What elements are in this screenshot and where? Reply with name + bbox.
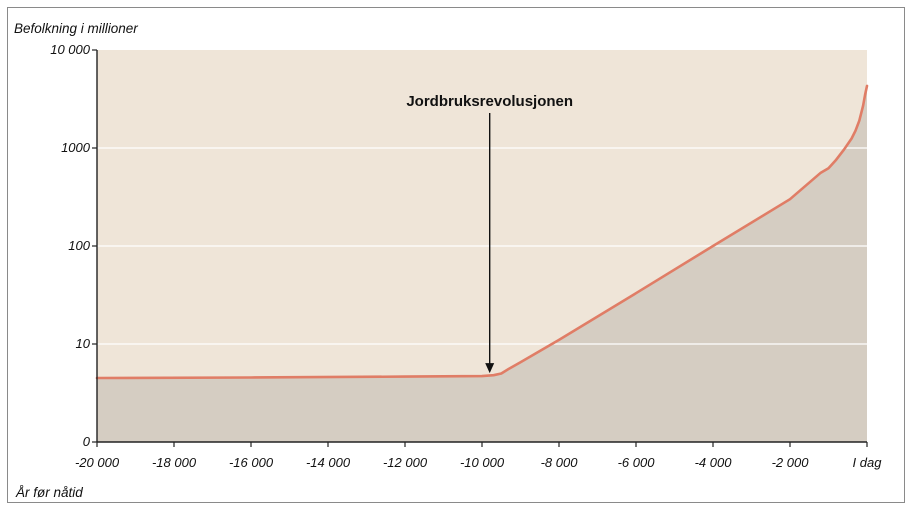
x-tick-label: -14 000 — [306, 455, 351, 470]
x-tick-label: -4 000 — [695, 455, 733, 470]
x-tick-label: -12 000 — [383, 455, 428, 470]
x-axis-ticks: -20 000 -18 000 -16 000 -14 000 -12 000 -10 0… — [75, 442, 882, 470]
x-tick-label: -18 000 — [152, 455, 197, 470]
x-tick-label: -16 000 — [229, 455, 274, 470]
population-chart: 0 10 100 1000 10 000 -20 000 -18 000 -16 000 -1… — [14, 21, 882, 500]
x-tick-label: -2 000 — [772, 455, 810, 470]
x-tick-label: -6 000 — [618, 455, 656, 470]
x-tick-label: -10 000 — [460, 455, 505, 470]
y-axis-ticks: 0 10 100 1000 10 000 — [50, 42, 97, 449]
y-tick-label: 1000 — [61, 140, 91, 155]
y-tick-label: 100 — [68, 238, 90, 253]
x-axis-title: År før nåtid — [15, 485, 83, 500]
gridlines — [97, 147, 867, 345]
population-line — [95, 84, 869, 380]
y-axis-title: Befolkning i millioner — [14, 21, 138, 36]
chart-frame: 0 10 100 1000 10 000 -20 000 -18 000 -16 000 -1… — [7, 7, 905, 503]
y-tick-label: 10 — [76, 336, 91, 351]
x-tick-label: I dag — [853, 455, 883, 470]
x-tick-label: -20 000 — [75, 455, 120, 470]
area-fill — [97, 85, 867, 443]
annotation-arrowhead — [485, 363, 495, 374]
annotation: Jordbruksrevolusjonen — [406, 93, 573, 374]
annotation-label: Jordbruksrevolusjonen — [406, 93, 573, 110]
x-tick-label: -8 000 — [541, 455, 579, 470]
y-tick-label: 10 000 — [50, 42, 91, 57]
y-tick-label: 0 — [83, 434, 91, 449]
